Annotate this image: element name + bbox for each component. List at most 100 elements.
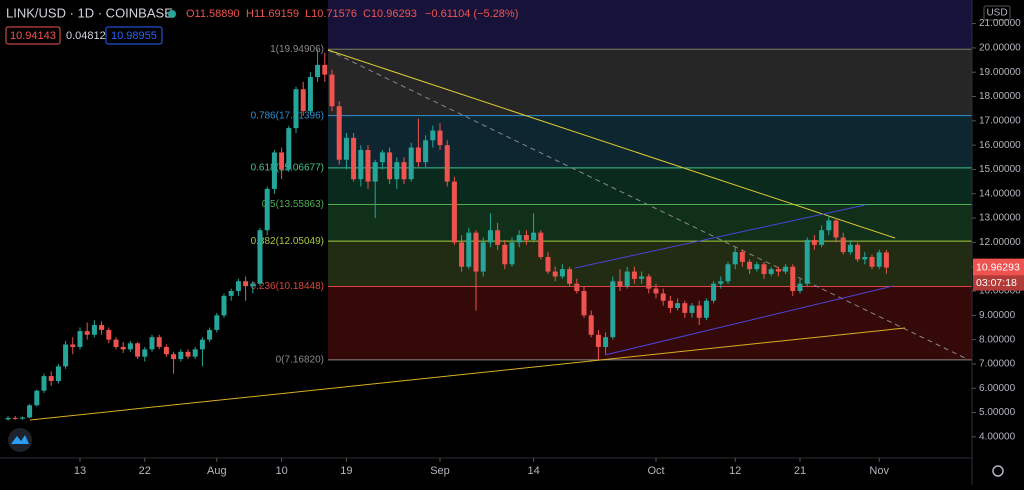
candle-body <box>12 417 18 419</box>
candle-body <box>761 264 767 274</box>
candle-body <box>545 256 551 272</box>
candle-body <box>70 344 76 347</box>
y-tick-label: 7.00000 <box>979 359 1016 370</box>
fib-zone <box>328 49 972 116</box>
trend-line <box>327 49 896 239</box>
candle-body <box>286 128 292 170</box>
candle-body <box>646 276 652 289</box>
candle-body <box>300 89 306 112</box>
candle-body <box>876 252 882 267</box>
x-tick-label: 12 <box>729 465 741 477</box>
settings-icon[interactable] <box>992 465 1004 477</box>
candle-body <box>495 230 501 245</box>
candle-body <box>185 351 191 357</box>
candle-body <box>106 329 112 340</box>
candle-body <box>574 283 580 292</box>
candle-body <box>149 337 155 350</box>
candle-body <box>91 325 97 335</box>
candle-body <box>329 74 335 107</box>
candle-body <box>34 390 40 406</box>
candle-body <box>55 366 61 381</box>
candle-body <box>480 242 486 272</box>
candle-body <box>689 305 695 313</box>
x-tick-label: 14 <box>527 465 539 477</box>
y-tick-label: 8.00000 <box>979 334 1016 345</box>
candle-body <box>855 244 861 260</box>
fib-label: 0(7.16820) <box>276 355 324 366</box>
indicator-value: 0.04812 <box>66 30 106 42</box>
candle-body <box>19 417 25 419</box>
symbol: LINK/USD · 1D · COINBASE <box>6 5 173 20</box>
ohlc-value: H11.69159 <box>246 8 299 20</box>
candle-body <box>603 337 609 347</box>
candle-body <box>322 64 328 75</box>
candle-body <box>27 405 33 418</box>
candle-body <box>250 283 256 287</box>
candle-body <box>192 349 198 357</box>
candle-body <box>77 331 83 347</box>
candle-body <box>675 303 681 309</box>
candle-body <box>228 291 234 296</box>
candle-body <box>372 162 378 182</box>
ohlc-value: O11.58890 <box>186 8 240 20</box>
candle-body <box>783 266 789 272</box>
x-tick-label: 13 <box>74 465 86 477</box>
candle-body <box>624 271 630 287</box>
candle-body <box>271 152 277 189</box>
candle-body <box>516 235 522 243</box>
candle-body <box>120 346 126 350</box>
fib-zone <box>328 286 972 360</box>
candle-body <box>437 130 443 146</box>
candle-body <box>617 281 623 287</box>
logo-mark <box>11 435 29 444</box>
y-tick-label: 15.00000 <box>979 164 1021 175</box>
candle-body <box>509 242 515 265</box>
candle-body <box>307 77 313 112</box>
x-tick-label: 22 <box>139 465 151 477</box>
candle-body <box>336 106 342 160</box>
currency-box[interactable] <box>983 5 1011 21</box>
candle-body <box>883 252 889 268</box>
ohlc-value: C10.96293 <box>363 8 417 20</box>
candle-body <box>358 150 364 180</box>
ohlc-value: L10.71576 <box>305 8 357 20</box>
fib-group: 1(19.94906)0.786(17.21396)0.618(15.06677… <box>251 44 972 366</box>
fib-zone <box>328 115 972 168</box>
candle-body <box>214 315 220 330</box>
candle-body <box>142 349 148 357</box>
y-tick-label: 18.00000 <box>979 91 1021 102</box>
candle-body <box>552 271 558 277</box>
candle-body <box>804 239 810 284</box>
candle-body <box>826 220 832 231</box>
candle-body <box>819 230 825 245</box>
candle-body <box>430 130 436 141</box>
candle-body <box>862 256 868 260</box>
x-tick-label: 19 <box>340 465 352 477</box>
candle-body <box>365 150 371 182</box>
candle-body <box>466 232 472 267</box>
candle-body <box>732 252 738 265</box>
y-tick-label: 10.00000 <box>979 286 1021 297</box>
candle-body <box>631 271 637 279</box>
dashed-line <box>327 49 966 359</box>
candle-body <box>207 329 213 340</box>
candle-body <box>739 252 745 262</box>
fib-label: 1(19.94906) <box>270 44 324 55</box>
indicator-box <box>5 26 61 45</box>
fib-zone <box>328 167 972 205</box>
candle-body <box>451 181 457 243</box>
candle-body <box>790 266 796 292</box>
candle-body <box>682 303 688 313</box>
candle-body <box>293 89 299 129</box>
candle-body <box>667 300 673 309</box>
ohlc-value: −0.61104 (−5.28%) <box>425 8 518 20</box>
candle-body <box>63 344 69 367</box>
candle-body <box>41 376 47 391</box>
channel-line <box>604 285 894 356</box>
candle-body <box>127 343 133 350</box>
candle-body <box>171 354 177 360</box>
candle-body <box>531 232 537 240</box>
y-tick-label: 21.00000 <box>979 18 1021 29</box>
candle-body <box>567 269 573 284</box>
